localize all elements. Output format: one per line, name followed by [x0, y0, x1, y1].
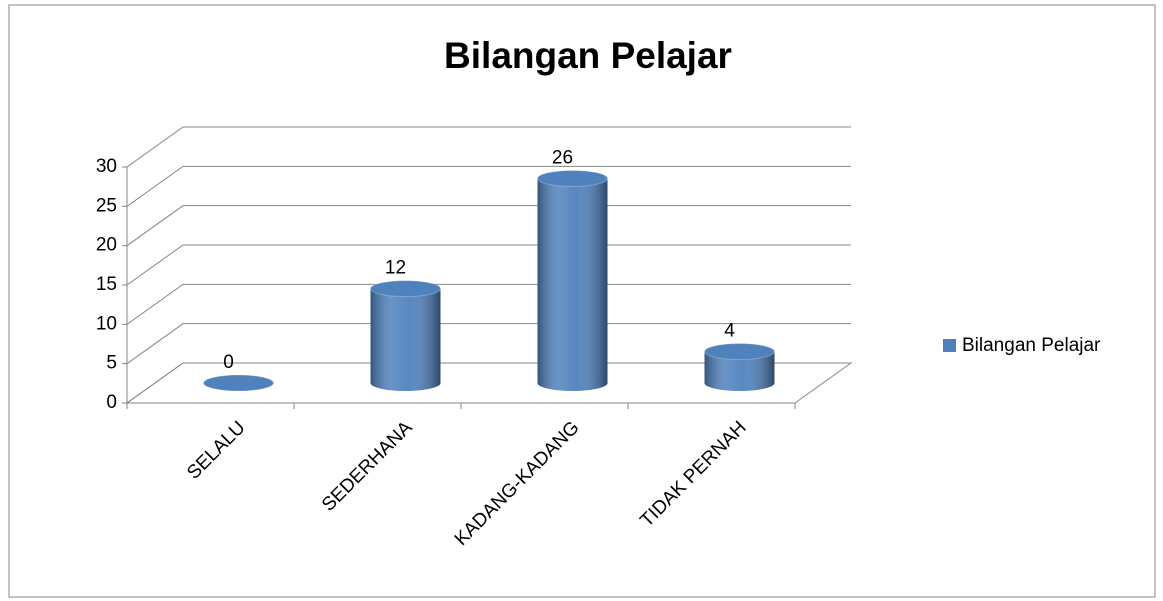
data-label: 0 — [223, 352, 234, 373]
bar-top — [537, 169, 608, 187]
y-tick-label: 30 — [96, 156, 117, 177]
data-label: 4 — [724, 321, 735, 342]
legend-swatch — [943, 339, 956, 352]
grid-line — [126, 283, 851, 325]
y-tick-label: 0 — [106, 392, 117, 413]
bar-top — [370, 280, 441, 298]
grid-line — [126, 323, 851, 365]
grid-line — [126, 244, 851, 286]
chart-title: Bilangan Pelajar — [444, 35, 732, 76]
grid-line — [126, 165, 851, 207]
y-tick-label: 15 — [96, 274, 117, 295]
grid-line — [126, 126, 851, 168]
bar-top — [203, 374, 274, 392]
bar-shade — [370, 288, 441, 383]
bar-top — [704, 343, 775, 361]
grid-line — [126, 205, 851, 247]
grid-line — [126, 362, 851, 404]
y-tick-label: 5 — [106, 353, 117, 374]
bar-shade — [537, 178, 608, 383]
data-label: 26 — [552, 147, 573, 168]
y-tick-label: 25 — [96, 195, 117, 216]
data-label: 12 — [385, 258, 406, 279]
legend-label: Bilangan Pelajar — [962, 335, 1101, 356]
y-tick-label: 10 — [96, 313, 117, 334]
y-tick-label: 20 — [96, 235, 117, 256]
